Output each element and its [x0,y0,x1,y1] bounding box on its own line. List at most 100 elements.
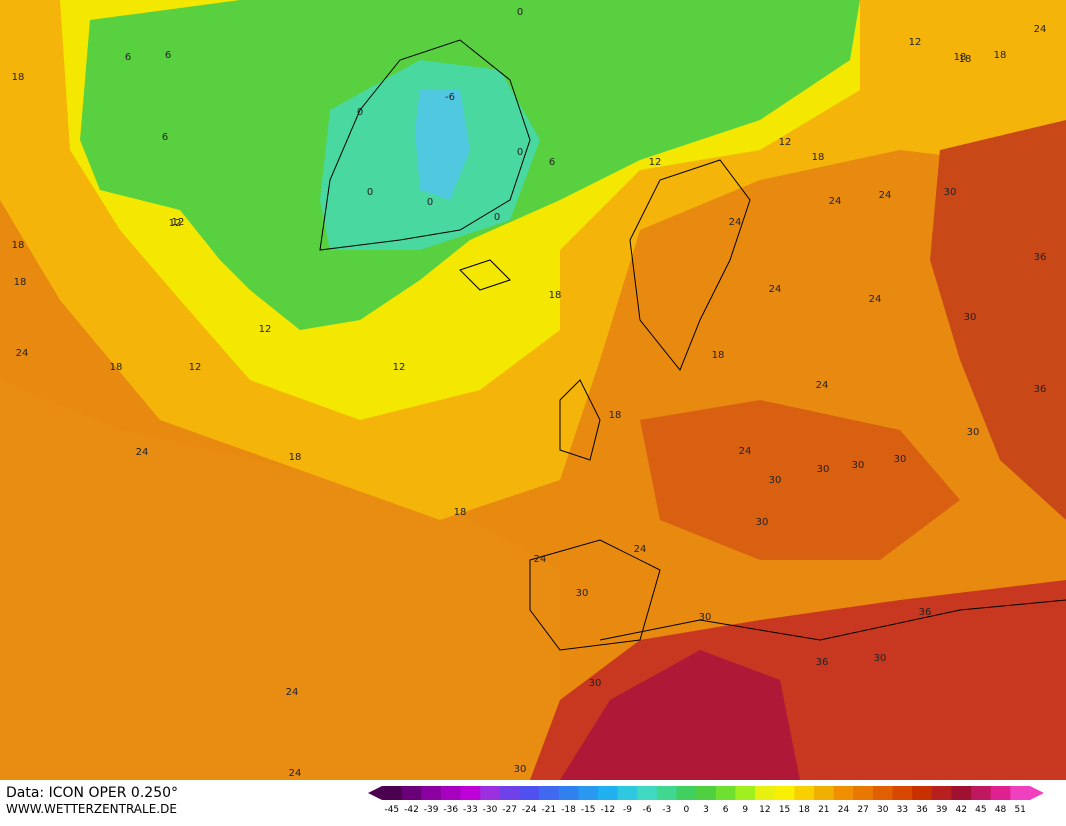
source-label: Data: ICON OPER 0.250° [6,785,178,801]
colorbar-swatch [755,786,776,800]
ocean-warm [0,380,560,780]
colorbar-swatch [480,786,501,800]
map-field [0,0,1066,780]
contour-label: 18 [289,452,302,463]
contour-label: 18 [549,290,562,301]
colorbar-arrow-left [368,786,382,800]
colorbar-label: -21 [542,805,557,815]
contour-label: 30 [817,464,830,475]
contour-label: 18 [12,72,25,83]
colorbar-swatch [440,786,462,800]
colorbar-swatch [676,786,697,800]
contour-label: 36 [816,657,829,668]
colorbar-swatch [382,786,403,800]
contour-label: 18 [994,50,1007,61]
colorbar-swatch [951,786,972,800]
colorbar-swatch [598,786,619,800]
contour-label: 24 [534,554,547,565]
colorbar-swatch [715,786,736,800]
colorbar-swatch [990,786,1011,800]
contour-label: 30 [514,764,527,775]
colorbar-label: -6 [643,805,652,815]
colorbar: -45 -42 -39 -36 -33 -30 -27 -24 -21 -18 -15 -12 -9 -6… [368,786,1044,815]
contour-label: 0 [367,187,373,198]
contour-label: 0 [494,212,500,223]
contour-label: 18 [959,54,972,65]
colorbar-label: -36 [443,805,458,815]
colorbar-swatch [814,786,835,800]
contour-label: 30 [699,612,712,623]
colorbar-swatch [656,786,678,800]
colorbar-swatch [931,786,952,800]
contour-label: 0 [427,197,433,208]
colorbar-swatch [872,786,894,800]
colorbar-label: 9 [742,805,748,815]
colorbar-swatch [499,786,520,800]
contour-label: 30 [756,517,769,528]
africa-coast [599,599,1066,641]
colorbar-label: 48 [995,805,1007,815]
colorbar-label: -15 [581,805,596,815]
colorbar-label: -24 [522,805,537,815]
contour-label: 30 [874,653,887,664]
colorbar-label: 6 [723,805,729,815]
colorbar-swatch [460,786,481,800]
contour-label: 24 [16,348,29,359]
contour-label: 6 [162,132,168,143]
colorbar-label: 21 [818,805,829,815]
contour-label: 12 [189,362,202,373]
contour-label: 6 [125,52,131,63]
contour-label: 12 [393,362,406,373]
greenland-coast [319,39,531,251]
colorbar-swatch [578,786,599,800]
colorbar-label: -3 [662,805,671,815]
contour-label: 18 [712,350,725,361]
contour-label: 36 [1034,384,1047,395]
contour-label: 12 [909,37,922,48]
contour-label: 24 [816,380,829,391]
iceland-coast [459,259,511,291]
contour-label: 36 [919,607,932,618]
colorbar-label: 36 [916,805,928,815]
colorbar-label: 27 [857,805,868,815]
colorbar-label: 24 [838,805,850,815]
colorbar-label: 3 [703,805,709,815]
contour-label: 24 [739,446,752,457]
colorbar-label: -45 [384,805,399,815]
colorbar-swatch [617,786,638,800]
colorbar-swatch [794,786,815,800]
colorbar-swatch [637,786,658,800]
greenland-core [415,90,470,200]
colorbar-label: -27 [502,805,517,815]
contour-label: 0 [517,7,523,18]
colorbar-swatch [735,786,756,800]
colorbar-swatch [892,786,913,800]
contour-label: 36 [1034,252,1047,263]
contour-label: 12 [649,157,662,168]
contour-label: 30 [944,187,957,198]
colorbar-label: 15 [779,805,790,815]
contour-label: 30 [576,588,589,599]
colorbar-label: -18 [561,805,576,815]
site-label: WWW.WETTERZENTRALE.DE [6,802,177,816]
contour-label: 24 [829,196,842,207]
colorbar-label: 12 [759,805,770,815]
contour-label: 30 [852,460,865,471]
contour-label: 24 [1034,24,1047,35]
contour-label: 24 [136,447,149,458]
contour-label: 18 [14,277,27,288]
colorbar-swatch [833,786,854,800]
contour-label: 24 [289,768,302,779]
colorbar-swatch [696,786,717,800]
contour-label: 24 [879,190,892,201]
colorbar-swatch [912,786,933,800]
colorbar-swatch [971,786,992,800]
colorbar-label: 51 [1014,805,1025,815]
colorbar-label: 42 [956,805,967,815]
contour-label: 12 [169,218,182,229]
colorbar-label: 39 [936,805,948,815]
colorbar-swatch [558,786,579,800]
colorbar-label: -12 [600,805,615,815]
